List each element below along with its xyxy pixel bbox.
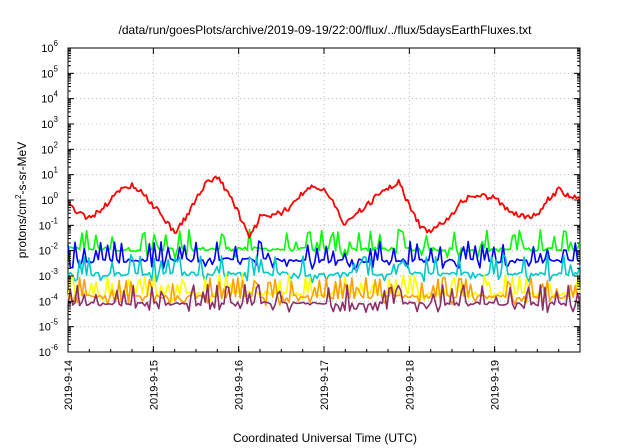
y-tick-label: 103 [41, 115, 58, 131]
series-line [67, 253, 581, 284]
series-line [67, 228, 581, 259]
series-lines [67, 175, 581, 314]
y-tick-label: 102 [41, 140, 58, 156]
x-axis-label: Coordinated Universal Time (UTC) [233, 431, 417, 445]
y-tick-label: 10-2 [39, 242, 59, 258]
series-line [67, 283, 581, 314]
y-axis-label: protons/cm2-s-sr-MeV [14, 142, 29, 258]
x-tick-label: 2019-9-15 [148, 360, 160, 410]
y-axis: 10-6 10-5 10-4 10-3 10-2 10-1 100 101 102 103 104 1… [39, 39, 580, 359]
y-tick-label: 104 [41, 90, 58, 106]
y-tick-label: 10-3 [39, 267, 59, 283]
x-tick-label: 2019-9-19 [490, 360, 502, 410]
x-tick-label: 2019-9-16 [234, 360, 246, 410]
y-tick-label: 10-1 [39, 216, 59, 232]
x-tick-label: 2019-9-14 [63, 360, 75, 410]
y-tick-label: 100 [41, 191, 58, 207]
y-tick-label: 10-4 [39, 292, 59, 308]
chart-title: /data/run/goesPlots/archive/2019-09-19/2… [119, 23, 533, 37]
x-tick-label: 2019-9-17 [319, 360, 331, 410]
x-tick-label: 2019-9-18 [404, 360, 416, 410]
x-axis: 2019-9-14 2019-9-15 2019-9-16 2019-9-17 2019… [63, 48, 581, 410]
y-tick-label: 10-5 [39, 318, 59, 334]
y-tick-label: 105 [41, 64, 58, 80]
y-tick-label: 106 [41, 39, 58, 55]
y-tick-label: 10-6 [39, 343, 59, 359]
series-line [67, 240, 581, 270]
series-line [67, 175, 581, 239]
y-tick-label: 101 [41, 166, 58, 182]
